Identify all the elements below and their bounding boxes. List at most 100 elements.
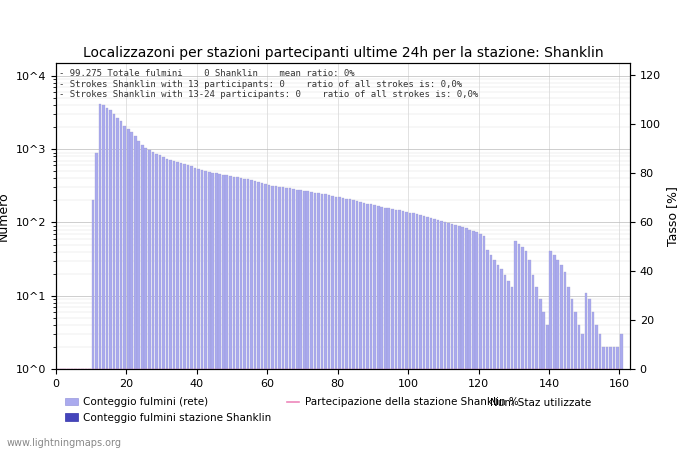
Bar <box>384 208 386 450</box>
Bar <box>88 369 91 450</box>
Bar <box>345 199 348 450</box>
Bar <box>236 177 239 450</box>
Bar <box>201 170 204 450</box>
Bar <box>317 193 320 450</box>
Bar <box>578 325 580 450</box>
Bar <box>595 325 598 450</box>
Bar <box>617 347 619 450</box>
Bar <box>166 158 168 450</box>
Bar <box>493 260 496 450</box>
Title: Localizzazoni per stazioni partecipanti ultime 24h per la stazione: Shanklin: Localizzazoni per stazioni partecipanti … <box>83 46 603 60</box>
Bar <box>260 183 263 450</box>
Bar <box>479 234 482 450</box>
Bar <box>356 201 358 450</box>
Bar <box>539 299 542 450</box>
Bar <box>307 191 309 450</box>
Bar <box>391 209 393 450</box>
Bar <box>95 153 98 450</box>
Bar <box>275 186 277 450</box>
Bar <box>74 369 77 450</box>
Bar <box>134 136 136 450</box>
Bar <box>173 161 175 450</box>
Bar <box>208 172 211 450</box>
Legend: Conteggio fulmini (rete), Conteggio fulmini stazione Shanklin, Partecipazione de: Conteggio fulmini (rete), Conteggio fulm… <box>61 393 523 427</box>
Bar <box>536 288 538 450</box>
Bar <box>395 210 397 450</box>
Bar <box>180 163 182 450</box>
Bar <box>99 104 101 450</box>
Y-axis label: Tasso [%]: Tasso [%] <box>666 186 680 246</box>
Bar <box>176 162 178 450</box>
Bar <box>602 347 605 450</box>
Bar <box>465 229 468 450</box>
Bar <box>289 189 291 450</box>
Bar <box>169 160 172 450</box>
Bar <box>528 260 531 450</box>
Bar <box>314 193 316 450</box>
Bar <box>321 194 323 450</box>
Bar <box>267 185 270 450</box>
Bar <box>405 212 407 450</box>
Bar <box>440 220 443 450</box>
Bar <box>556 260 559 450</box>
Bar <box>303 191 306 450</box>
Bar <box>151 152 154 450</box>
Bar <box>564 272 566 450</box>
Bar <box>338 197 341 450</box>
Bar <box>335 197 337 450</box>
Bar <box>222 175 225 450</box>
Text: - 99.275 Totale fulmini    0 Shanklin    mean ratio: 0%
- Strokes Shanklin with : - 99.275 Totale fulmini 0 Shanklin mean … <box>59 69 478 99</box>
Bar <box>85 369 88 450</box>
Bar <box>92 200 94 450</box>
Bar <box>574 312 577 450</box>
Bar <box>109 110 112 450</box>
Bar <box>328 195 330 450</box>
Bar <box>148 150 150 450</box>
Bar <box>584 292 587 450</box>
Bar <box>197 169 200 450</box>
Bar <box>430 218 433 450</box>
Bar <box>257 182 260 450</box>
Bar <box>194 167 197 450</box>
Bar <box>204 171 207 450</box>
Bar <box>560 266 563 450</box>
Bar <box>187 165 190 450</box>
Bar <box>504 275 506 450</box>
Bar <box>78 369 80 450</box>
Bar <box>239 178 242 450</box>
Bar <box>444 221 447 450</box>
Bar <box>243 179 246 450</box>
Bar <box>293 189 295 450</box>
Bar <box>612 347 615 450</box>
Bar <box>419 215 422 450</box>
Bar <box>458 226 461 450</box>
Bar <box>412 213 414 450</box>
Bar <box>388 208 390 450</box>
Bar <box>279 187 281 450</box>
Bar <box>570 299 573 450</box>
Bar <box>409 213 411 450</box>
Bar <box>81 369 84 450</box>
Bar <box>366 203 369 450</box>
Bar <box>349 199 351 450</box>
Bar <box>380 207 383 450</box>
Bar <box>155 153 158 450</box>
Bar <box>190 166 193 450</box>
Bar <box>246 180 249 450</box>
Bar <box>229 176 232 450</box>
Bar <box>218 174 221 450</box>
Bar <box>546 325 549 450</box>
Bar <box>296 189 298 450</box>
Bar <box>232 177 235 450</box>
Bar <box>102 105 105 450</box>
Bar <box>511 288 513 450</box>
Bar <box>461 227 464 450</box>
Bar <box>525 251 527 450</box>
Bar <box>606 347 608 450</box>
Bar <box>609 347 612 450</box>
Bar <box>581 334 584 450</box>
Bar <box>250 180 253 450</box>
Bar <box>598 334 601 450</box>
Bar <box>553 255 556 450</box>
Text: Num Staz utilizzate: Num Staz utilizzate <box>490 398 592 408</box>
